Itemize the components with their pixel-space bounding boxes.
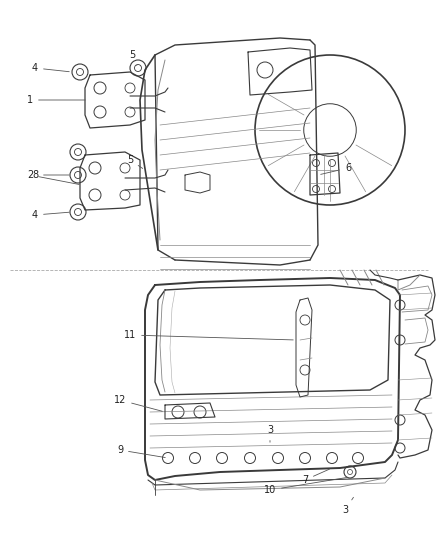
Text: 5: 5 <box>127 155 143 168</box>
Text: 8: 8 <box>32 170 69 180</box>
Text: 9: 9 <box>117 445 165 457</box>
Text: 4: 4 <box>32 63 69 73</box>
Text: 4: 4 <box>32 210 69 220</box>
Text: 12: 12 <box>114 395 162 411</box>
Text: 3: 3 <box>267 425 273 442</box>
Text: 2: 2 <box>27 170 79 184</box>
Text: 3: 3 <box>342 497 353 515</box>
Text: 1: 1 <box>27 95 85 105</box>
Text: 5: 5 <box>129 50 137 66</box>
Text: 7: 7 <box>302 469 329 485</box>
Text: 11: 11 <box>124 330 293 340</box>
Text: 10: 10 <box>264 478 347 495</box>
Text: 6: 6 <box>321 163 351 174</box>
